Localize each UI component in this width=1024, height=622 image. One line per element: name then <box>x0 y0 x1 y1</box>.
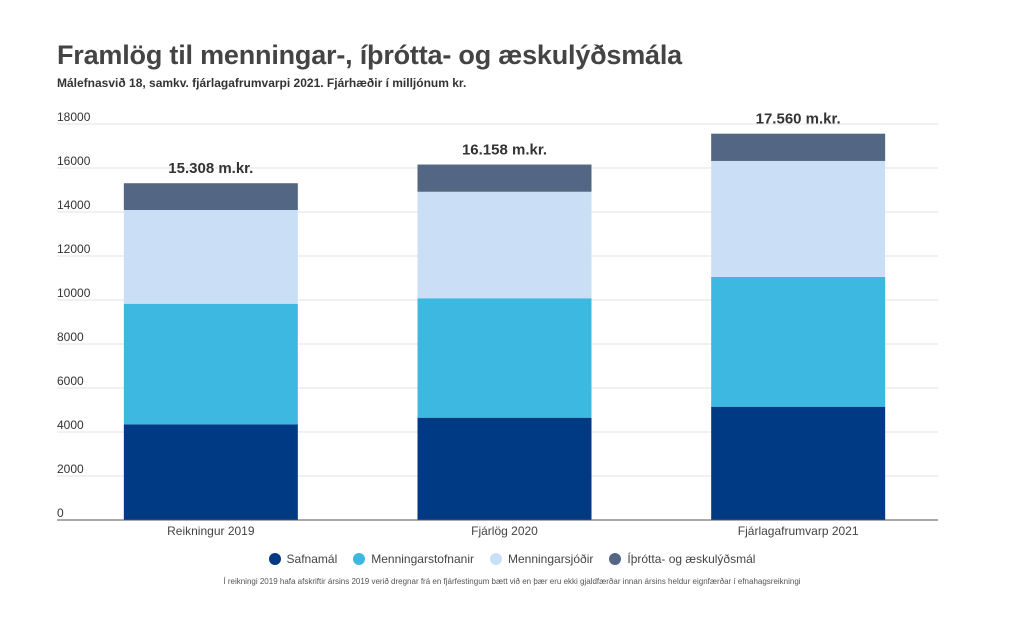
total-label: 15.308 m.kr. <box>168 160 253 177</box>
y-tick-label: 12000 <box>57 242 91 256</box>
legend: Safnamál Menningarstofnanir Menningarsjó… <box>0 552 1024 566</box>
legend-item-menningarstofnanir[interactable]: Menningarstofnanir <box>353 552 474 566</box>
chart-subtitle: Málefnasvið 18, samkv. fjárlagafrumvarpi… <box>57 76 467 90</box>
legend-label: Menningarstofnanir <box>371 552 474 566</box>
y-axis-ticks: 0 2000 4000 6000 8000 10000 12000 14000 16000 180… <box>57 110 91 520</box>
legend-item-ithrotta[interactable]: Íþrótta- og æskulýðsmál <box>609 552 755 566</box>
bar-segment[interactable] <box>711 406 886 520</box>
footnote: Í reikningi 2019 hafa afskriftir ársins … <box>223 577 801 586</box>
y-tick-label: 10000 <box>57 286 91 300</box>
legend-item-safnamal[interactable]: Safnamál <box>268 552 338 566</box>
y-tick-label: 16000 <box>57 154 91 168</box>
bar-segment[interactable] <box>417 298 592 418</box>
legend-swatch <box>609 553 622 565</box>
bar-segment[interactable] <box>711 133 886 161</box>
bar-segment[interactable] <box>123 303 298 425</box>
x-axis: Reikningur 2019 Fjárlög 2020 Fjárlagafrumv… <box>57 519 938 538</box>
legend-label: Íþrótta- og æskulýðsmál <box>627 552 756 566</box>
total-label: 17.560 m.kr. <box>756 111 841 128</box>
legend-label: Safnamál <box>286 552 338 566</box>
bar-segment[interactable] <box>711 160 886 277</box>
bar-segment[interactable] <box>123 183 298 211</box>
y-tick-label: 6000 <box>57 374 84 388</box>
legend-swatch <box>489 553 502 565</box>
y-tick-label: 4000 <box>57 418 84 432</box>
y-tick-label: 14000 <box>57 198 91 212</box>
y-tick-label: 2000 <box>57 462 84 476</box>
x-category-label: Reikningur 2019 <box>167 524 255 538</box>
y-tick-label: 18000 <box>57 110 91 124</box>
bar-segment[interactable] <box>417 191 592 299</box>
bars: 15.308 m.kr. 16.158 m.kr. 17.560 m.kr. <box>123 111 886 520</box>
x-category-label: Fjárlög 2020 <box>471 524 538 538</box>
x-category-label: Fjárlagafrumvarp 2021 <box>738 524 859 538</box>
legend-item-menningarsjodir[interactable]: Menningarsjóðir <box>489 552 594 566</box>
bar-segment[interactable] <box>417 164 592 192</box>
bar-segment[interactable] <box>417 417 592 520</box>
legend-swatch <box>268 553 281 565</box>
legend-swatch <box>353 553 366 565</box>
y-tick-label: 0 <box>57 506 64 520</box>
bar-segment[interactable] <box>711 276 886 407</box>
chart-title: Framlög til menningar-, íþrótta- og æsku… <box>57 40 682 70</box>
total-label: 16.158 m.kr. <box>462 142 547 159</box>
legend-label: Menningarsjóðir <box>507 552 594 566</box>
bar-segment[interactable] <box>123 424 298 520</box>
y-tick-label: 8000 <box>57 330 84 344</box>
bar-segment[interactable] <box>123 210 298 304</box>
